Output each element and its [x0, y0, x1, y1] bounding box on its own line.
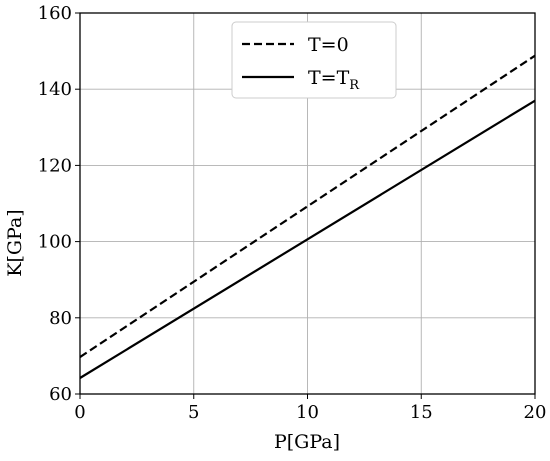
y-axis-label: K[GPa] — [4, 209, 26, 276]
y-tick-label: 140 — [38, 79, 72, 100]
legend-label-1: T=0 — [308, 34, 349, 56]
y-tick-label: 80 — [49, 308, 72, 329]
y-tick-label: 120 — [38, 155, 72, 176]
x-tick-label: 5 — [188, 402, 199, 423]
y-tick-label: 160 — [38, 3, 72, 24]
x-tick-label: 0 — [74, 402, 85, 423]
y-axis-ticks: 60 80 100 120 140 160 — [38, 3, 80, 405]
x-tick-label: 10 — [296, 402, 319, 423]
x-axis-label: P[GPa] — [274, 431, 340, 453]
x-tick-label: 20 — [524, 402, 547, 423]
y-tick-label: 100 — [38, 232, 72, 253]
x-tick-label: 15 — [410, 402, 433, 423]
y-tick-label: 60 — [49, 384, 72, 405]
x-axis-ticks: 0 5 10 15 20 — [74, 394, 546, 423]
legend: T=0T=TR — [232, 22, 396, 98]
